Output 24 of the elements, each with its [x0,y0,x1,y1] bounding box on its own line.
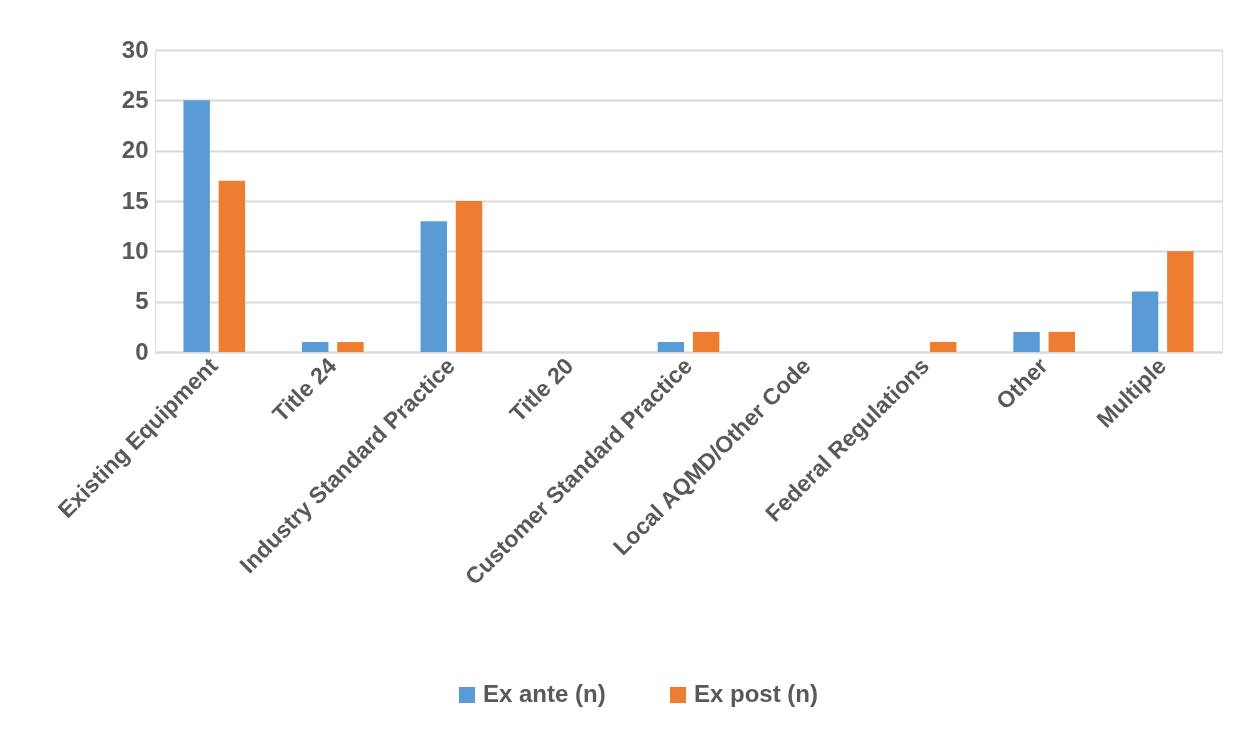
bar [1013,331,1040,352]
bar [302,341,329,352]
bar [1131,291,1159,352]
bar [337,341,364,352]
bar [455,201,483,352]
y-tick-label: 25 [121,85,149,113]
bar [1048,331,1075,352]
y-tick-label: 20 [121,136,149,164]
legend-label: Ex ante (n) [483,680,606,707]
y-tick-label: 5 [135,287,149,315]
x-tick-label: Title 24 [267,352,342,427]
bar [692,331,720,352]
bar [1167,251,1194,352]
y-tick-label: 15 [121,186,149,214]
bar [420,221,447,352]
y-tick-label: 10 [121,236,149,264]
bar [930,341,957,352]
legend-label: Ex post (n) [694,680,818,707]
y-tick-label: 0 [135,337,149,365]
bar [657,341,685,352]
bar [218,180,246,352]
bar [183,100,210,352]
y-tick-label: 30 [121,35,149,63]
x-tick-label: Title 20 [504,352,579,427]
